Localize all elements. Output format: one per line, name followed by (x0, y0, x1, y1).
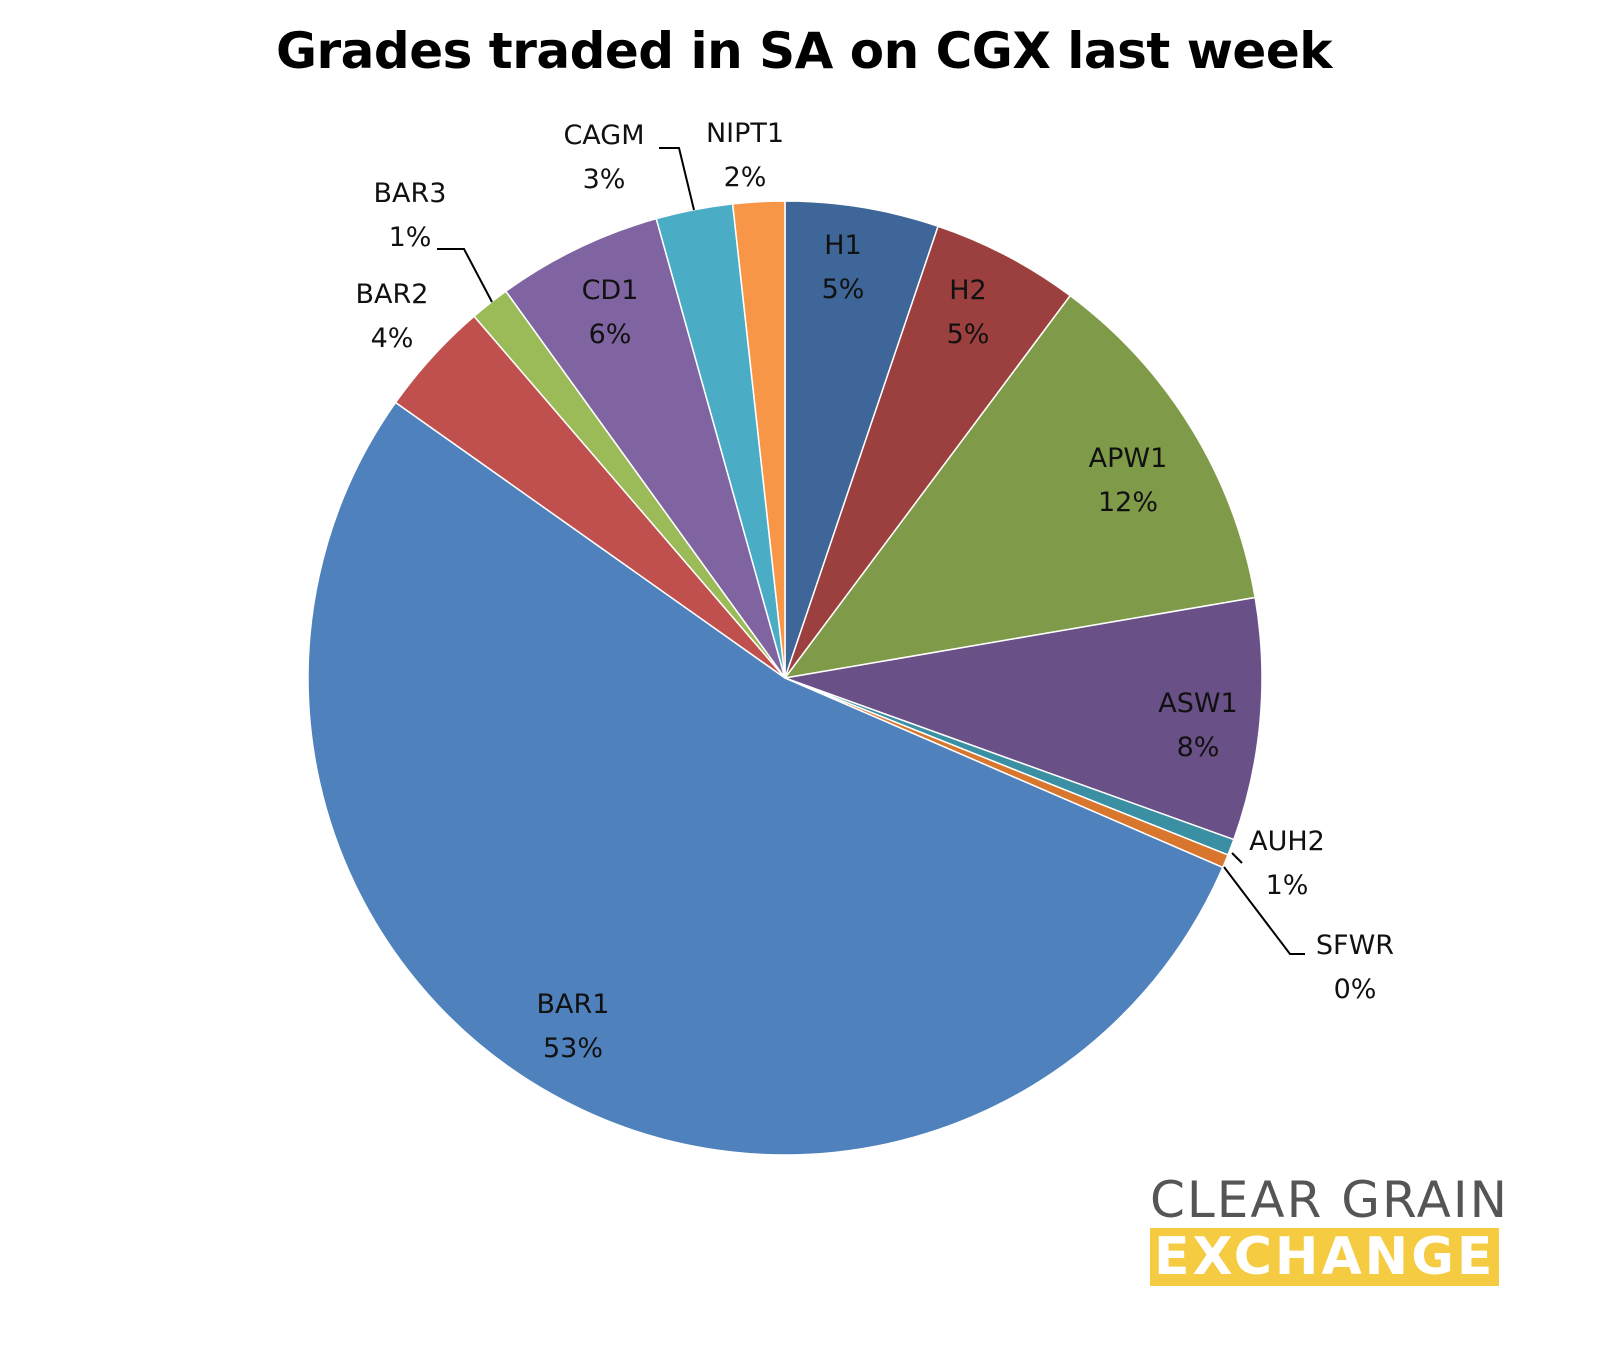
slice-label-auh2: AUH2 (1249, 826, 1325, 857)
slice-label-bar3: BAR3 (374, 178, 447, 209)
clear-grain-exchange-logo: CLEAR GRAIN EXCHANGE (1150, 1172, 1540, 1286)
slice-percent-h1: 5% (822, 274, 865, 305)
pie-slice-bar1 (307, 401, 1224, 1156)
slice-percent-cagm: 3% (583, 164, 626, 195)
slice-label-nipt1: NIPT1 (706, 118, 784, 149)
slice-percent-sfwr: 0% (1334, 974, 1377, 1005)
chart-title: Grades traded in SA on CGX last week (275, 22, 1333, 80)
logo-line2: EXCHANGE (1150, 1228, 1500, 1286)
slice-label-bar2: BAR2 (356, 279, 429, 310)
slice-label-sfwr: SFWR (1316, 930, 1394, 961)
slice-percent-h2: 5% (947, 319, 990, 350)
logo-line1: CLEAR GRAIN (1150, 1171, 1510, 1229)
slice-label-cagm: CAGM (563, 120, 644, 151)
slice-percent-bar1: 53% (543, 1033, 603, 1064)
slice-percent-nipt1: 2% (724, 162, 767, 193)
pie-slice-apw1 (784, 294, 1256, 679)
slice-percent-bar2: 4% (371, 323, 414, 354)
pie-slice-h1 (784, 200, 939, 679)
leader-line-auh2 (1231, 852, 1243, 864)
slice-percent-apw1: 12% (1098, 487, 1158, 518)
slice-label-bar1: BAR1 (537, 989, 610, 1020)
slice-label-h2: H2 (949, 275, 986, 306)
slice-label-cd1: CD1 (582, 275, 639, 306)
slice-percent-auh2: 1% (1266, 870, 1309, 901)
slice-label-apw1: APW1 (1089, 443, 1168, 474)
pie-slice-cd1 (505, 217, 786, 679)
leader-line-bar3 (437, 248, 493, 303)
pie-slice-h2 (784, 225, 1071, 679)
leader-line-sfwr (1223, 866, 1305, 955)
slice-percent-asw1: 8% (1177, 732, 1220, 763)
slice-percent-bar3: 1% (389, 222, 432, 253)
slice-label-h1: H1 (824, 230, 861, 261)
slice-label-asw1: ASW1 (1158, 688, 1237, 719)
pie-slice-nipt1 (731, 200, 786, 679)
pie-slice-asw1 (784, 596, 1263, 841)
slice-percent-cd1: 6% (589, 319, 632, 350)
leader-line-cagm (659, 147, 695, 211)
